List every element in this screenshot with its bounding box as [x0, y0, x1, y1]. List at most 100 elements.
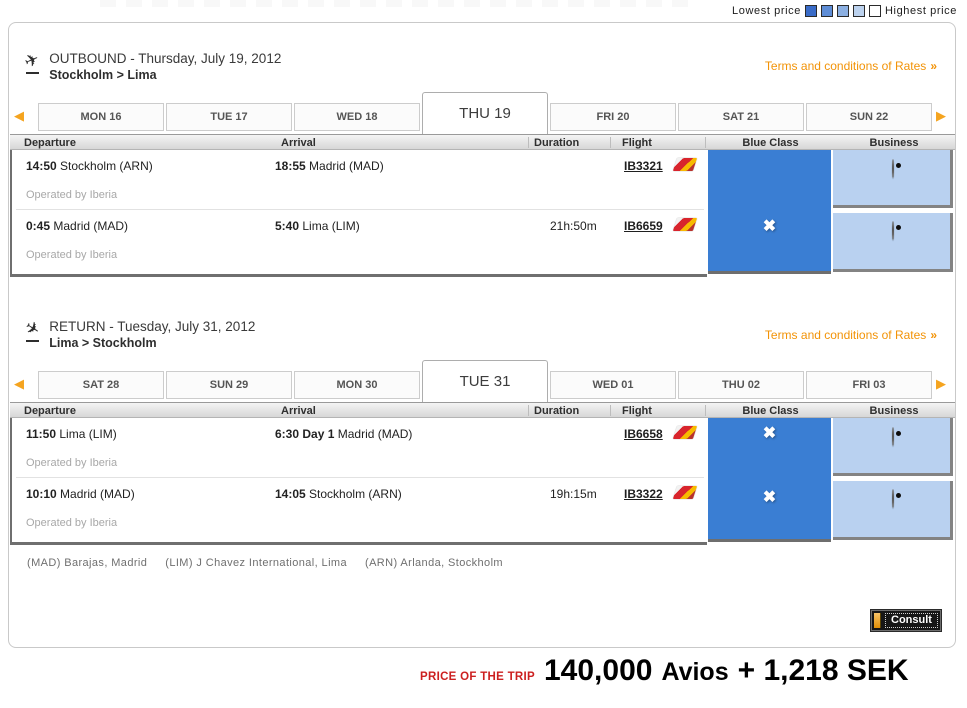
outbound-day-tab[interactable]: SUN 22 — [806, 103, 932, 131]
outbound-seg1-arrival: 18:55 Madrid (MAD) — [275, 159, 384, 173]
col-duration: Duration — [534, 405, 580, 417]
not-available-icon: ✖ — [762, 218, 777, 235]
arrival-time: 5:40 — [275, 219, 300, 233]
departure-city: Madrid (MAD) — [53, 219, 129, 233]
arrival-time: 14:05 — [275, 487, 306, 501]
col-arrival: Arrival — [281, 137, 316, 149]
outbound-next-days-arrow[interactable]: ▶ — [936, 108, 946, 123]
row-divider — [16, 477, 704, 478]
departure-city: Lima (LIM) — [59, 427, 117, 441]
outbound-prev-days-arrow[interactable]: ◀ — [14, 108, 24, 123]
return-day-tab[interactable]: SAT 28 — [38, 371, 164, 399]
return-business-cell-2[interactable] — [833, 481, 953, 540]
arrival-day-note: Day 1 — [302, 427, 335, 441]
business-radio-selected[interactable] — [891, 427, 894, 446]
return-duration: 19h:15m — [550, 487, 597, 501]
business-radio-selected[interactable] — [891, 221, 894, 240]
outbound-terms-link[interactable]: Terms and conditions of Rates» — [765, 59, 937, 73]
price-scale-swatch — [805, 5, 817, 17]
return-seg2-departure: 10:10 Madrid (MAD) — [26, 487, 135, 501]
outbound-blue-class-cell[interactable]: ✖ — [708, 149, 831, 274]
outbound-day-tab[interactable]: WED 18 — [294, 103, 420, 131]
arrival-city: Lima (LIM) — [302, 219, 360, 233]
outbound-seg1-flight-link[interactable]: IB3321 — [624, 159, 663, 173]
price-cash: + 1,218 SEK — [737, 654, 909, 687]
outbound-flight-details: 14:50 Stockholm (ARN) 18:55 Madrid (MAD)… — [10, 149, 707, 277]
outbound-route: Stockholm > Lima — [49, 68, 157, 82]
price-scale-swatch — [837, 5, 849, 17]
outbound-seg2-flight-link[interactable]: IB6659 — [624, 219, 663, 233]
return-seg1-flight-link[interactable]: IB6658 — [624, 427, 663, 441]
outbound-day-tab[interactable]: MON 16 — [38, 103, 164, 131]
operated-by-label: Operated by Iberia — [26, 249, 118, 261]
price-legend: Lowest price Highest price — [732, 5, 957, 17]
airport-mad: (MAD) Barajas, Madrid — [27, 557, 148, 569]
return-day-tab[interactable]: WED 01 — [550, 371, 676, 399]
iberia-logo-icon — [672, 426, 698, 439]
lowest-price-label: Lowest price — [732, 5, 801, 17]
not-available-icon: ✖ — [762, 425, 777, 442]
col-blue-class: Blue Class — [742, 137, 799, 149]
departure-time: 14:50 — [26, 159, 57, 173]
flight-results-panel: ✈ OUTBOUND - Thursday, July 19, 2012 Sto… — [8, 22, 956, 648]
not-available-icon: ✖ — [762, 489, 777, 506]
airport-arn: (ARN) Arlanda, Stockholm — [365, 557, 503, 569]
arrival-city: Stockholm (ARN) — [309, 487, 402, 501]
col-business: Business — [869, 137, 919, 149]
price-scale-swatch — [869, 5, 881, 17]
plane-landing-icon: ✈ — [21, 316, 44, 342]
return-next-days-arrow[interactable]: ▶ — [936, 376, 946, 391]
col-blue-class: Blue Class — [742, 405, 799, 417]
return-title: RETURN - Tuesday, July 31, 2012 — [49, 319, 256, 334]
return-day-tab[interactable]: SUN 29 — [166, 371, 292, 399]
departure-city: Stockholm (ARN) — [60, 159, 153, 173]
return-seg2-arrival: 14:05 Stockholm (ARN) — [275, 487, 402, 501]
outbound-day-tab[interactable]: TUE 17 — [166, 103, 292, 131]
departure-time: 11:50 — [26, 427, 57, 441]
outbound-seg2-arrival: 5:40 Lima (LIM) — [275, 219, 360, 233]
return-seg2-flight-link[interactable]: IB3322 — [624, 487, 663, 501]
return-terms-link[interactable]: Terms and conditions of Rates» — [765, 328, 937, 342]
return-day-tab[interactable]: THU 02 — [678, 371, 804, 399]
return-day-tab[interactable]: MON 30 — [294, 371, 420, 399]
iberia-logo-icon — [672, 218, 698, 231]
consult-button[interactable]: Consult — [870, 609, 942, 632]
col-departure: Departure — [24, 405, 76, 417]
iberia-logo-icon — [672, 158, 698, 171]
outbound-day-tab[interactable]: FRI 20 — [550, 103, 676, 131]
outbound-duration: 21h:50m — [550, 219, 597, 233]
arrival-city: Madrid (MAD) — [309, 159, 384, 173]
outbound-business-cell-2[interactable] — [833, 213, 953, 272]
operated-by-label: Operated by Iberia — [26, 517, 118, 529]
outbound-header: ✈ OUTBOUND - Thursday, July 19, 2012 Sto… — [21, 48, 282, 82]
departure-time: 0:45 — [26, 219, 51, 233]
return-day-tab-selected[interactable]: TUE 31 — [422, 360, 548, 402]
col-flight: Flight — [622, 137, 652, 149]
price-label: PRICE OF THE TRIP — [420, 671, 535, 683]
airport-lim: (LIM) J Chavez International, Lima — [165, 557, 347, 569]
departure-time: 10:10 — [26, 487, 57, 501]
outbound-business-cell-1[interactable] — [833, 149, 953, 208]
outbound-day-tab[interactable]: SAT 21 — [678, 103, 804, 131]
price-points-unit: Avios — [661, 658, 729, 686]
business-radio-selected[interactable] — [891, 159, 894, 178]
airport-codes-legend: (MAD) Barajas, Madrid (LIM) J Chavez Inte… — [27, 557, 521, 569]
return-seg1-arrival: 6:30 Day 1 Madrid (MAD) — [275, 427, 412, 441]
business-radio-selected[interactable] — [891, 489, 894, 508]
return-route: Lima > Stockholm — [49, 336, 157, 350]
col-business: Business — [869, 405, 919, 417]
arrival-city: Madrid (MAD) — [337, 427, 413, 441]
consult-button-accent — [874, 613, 881, 628]
terms-text: Terms and conditions of Rates — [764, 328, 927, 342]
arrival-time: 18:55 — [275, 159, 306, 173]
plane-takeoff-icon: ✈ — [21, 48, 43, 74]
row-divider — [16, 209, 704, 210]
return-prev-days-arrow[interactable]: ◀ — [14, 376, 24, 391]
return-day-tab[interactable]: FRI 03 — [806, 371, 932, 399]
price-scale-swatch — [821, 5, 833, 17]
return-business-cell-1[interactable] — [833, 417, 953, 476]
outbound-seg2-departure: 0:45 Madrid (MAD) — [26, 219, 128, 233]
price-points: 140,000 — [544, 654, 653, 687]
return-blue-class-cell: ✖ ✖ — [708, 417, 831, 542]
outbound-day-tab-selected[interactable]: THU 19 — [422, 92, 548, 134]
